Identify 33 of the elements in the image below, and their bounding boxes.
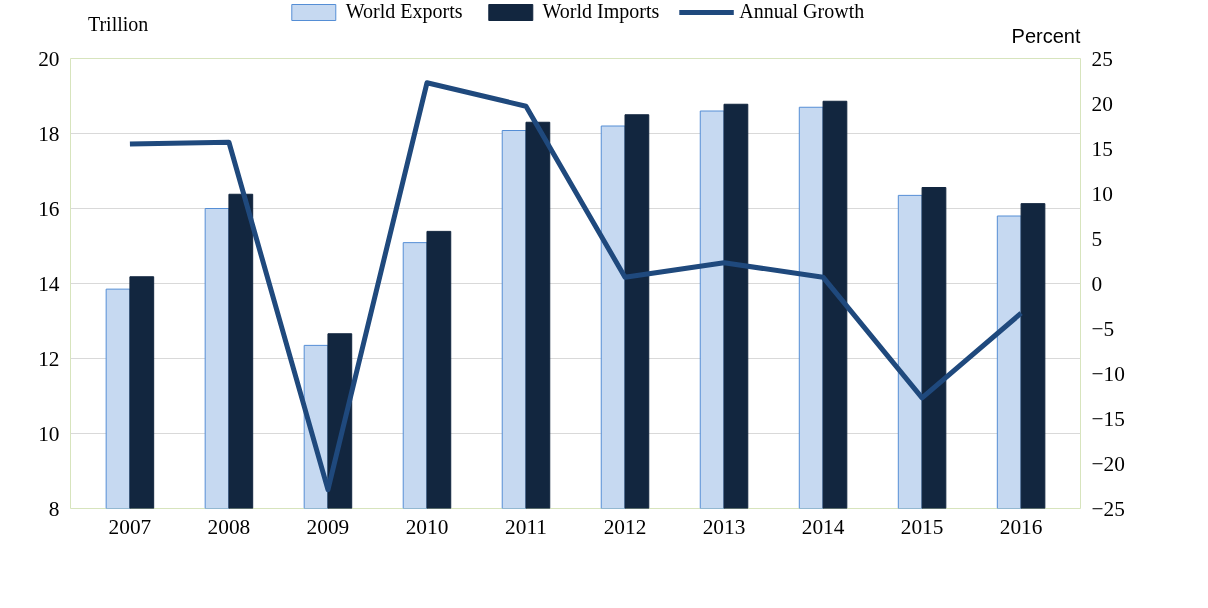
x-tick-label: 2015 xyxy=(900,514,944,539)
x-tick-label: 2012 xyxy=(603,514,647,539)
y2-tick-label: 10 xyxy=(1091,181,1113,206)
y2-tick-label: 0 xyxy=(1091,271,1103,296)
y2-tick-label: 25 xyxy=(1091,46,1113,71)
y2-tick-label: −20 xyxy=(1091,451,1125,476)
x-tick-label: 2008 xyxy=(207,514,251,539)
y2-tick-label: −5 xyxy=(1091,316,1115,341)
x-tick-label: 2014 xyxy=(801,514,845,539)
x-tick-label: 2010 xyxy=(405,514,449,539)
x-tick-label: 2009 xyxy=(306,514,350,539)
y2-tick-label: −10 xyxy=(1091,361,1125,386)
y-tick-label: 10 xyxy=(38,421,60,446)
y2-tick-label: 15 xyxy=(1091,136,1113,161)
x-tick-label: 2016 xyxy=(999,514,1043,539)
y2-tick-label: 20 xyxy=(1091,91,1113,116)
y-tick-label: 20 xyxy=(38,46,60,71)
legend-label: World Exports xyxy=(345,0,463,23)
legend-label: World Imports xyxy=(542,0,660,23)
x-tick-label: 2007 xyxy=(108,514,152,539)
y2-tick-label: 5 xyxy=(1091,226,1103,251)
y-tick-label: 12 xyxy=(38,346,60,371)
y-tick-label: 18 xyxy=(38,121,60,146)
y2-tick-label: −25 xyxy=(1091,496,1125,521)
y-tick-label: 16 xyxy=(38,196,60,221)
y-tick-label: 14 xyxy=(38,271,60,296)
legend-label: Annual Growth xyxy=(739,0,865,23)
y-tick-label: 8 xyxy=(48,496,60,521)
x-tick-label: 2013 xyxy=(702,514,746,539)
y-axis-title: Trillion xyxy=(87,12,149,35)
x-tick-label: 2011 xyxy=(505,514,547,539)
y2-axis-title: Percent xyxy=(1011,24,1081,47)
y2-tick-label: −15 xyxy=(1091,406,1125,431)
